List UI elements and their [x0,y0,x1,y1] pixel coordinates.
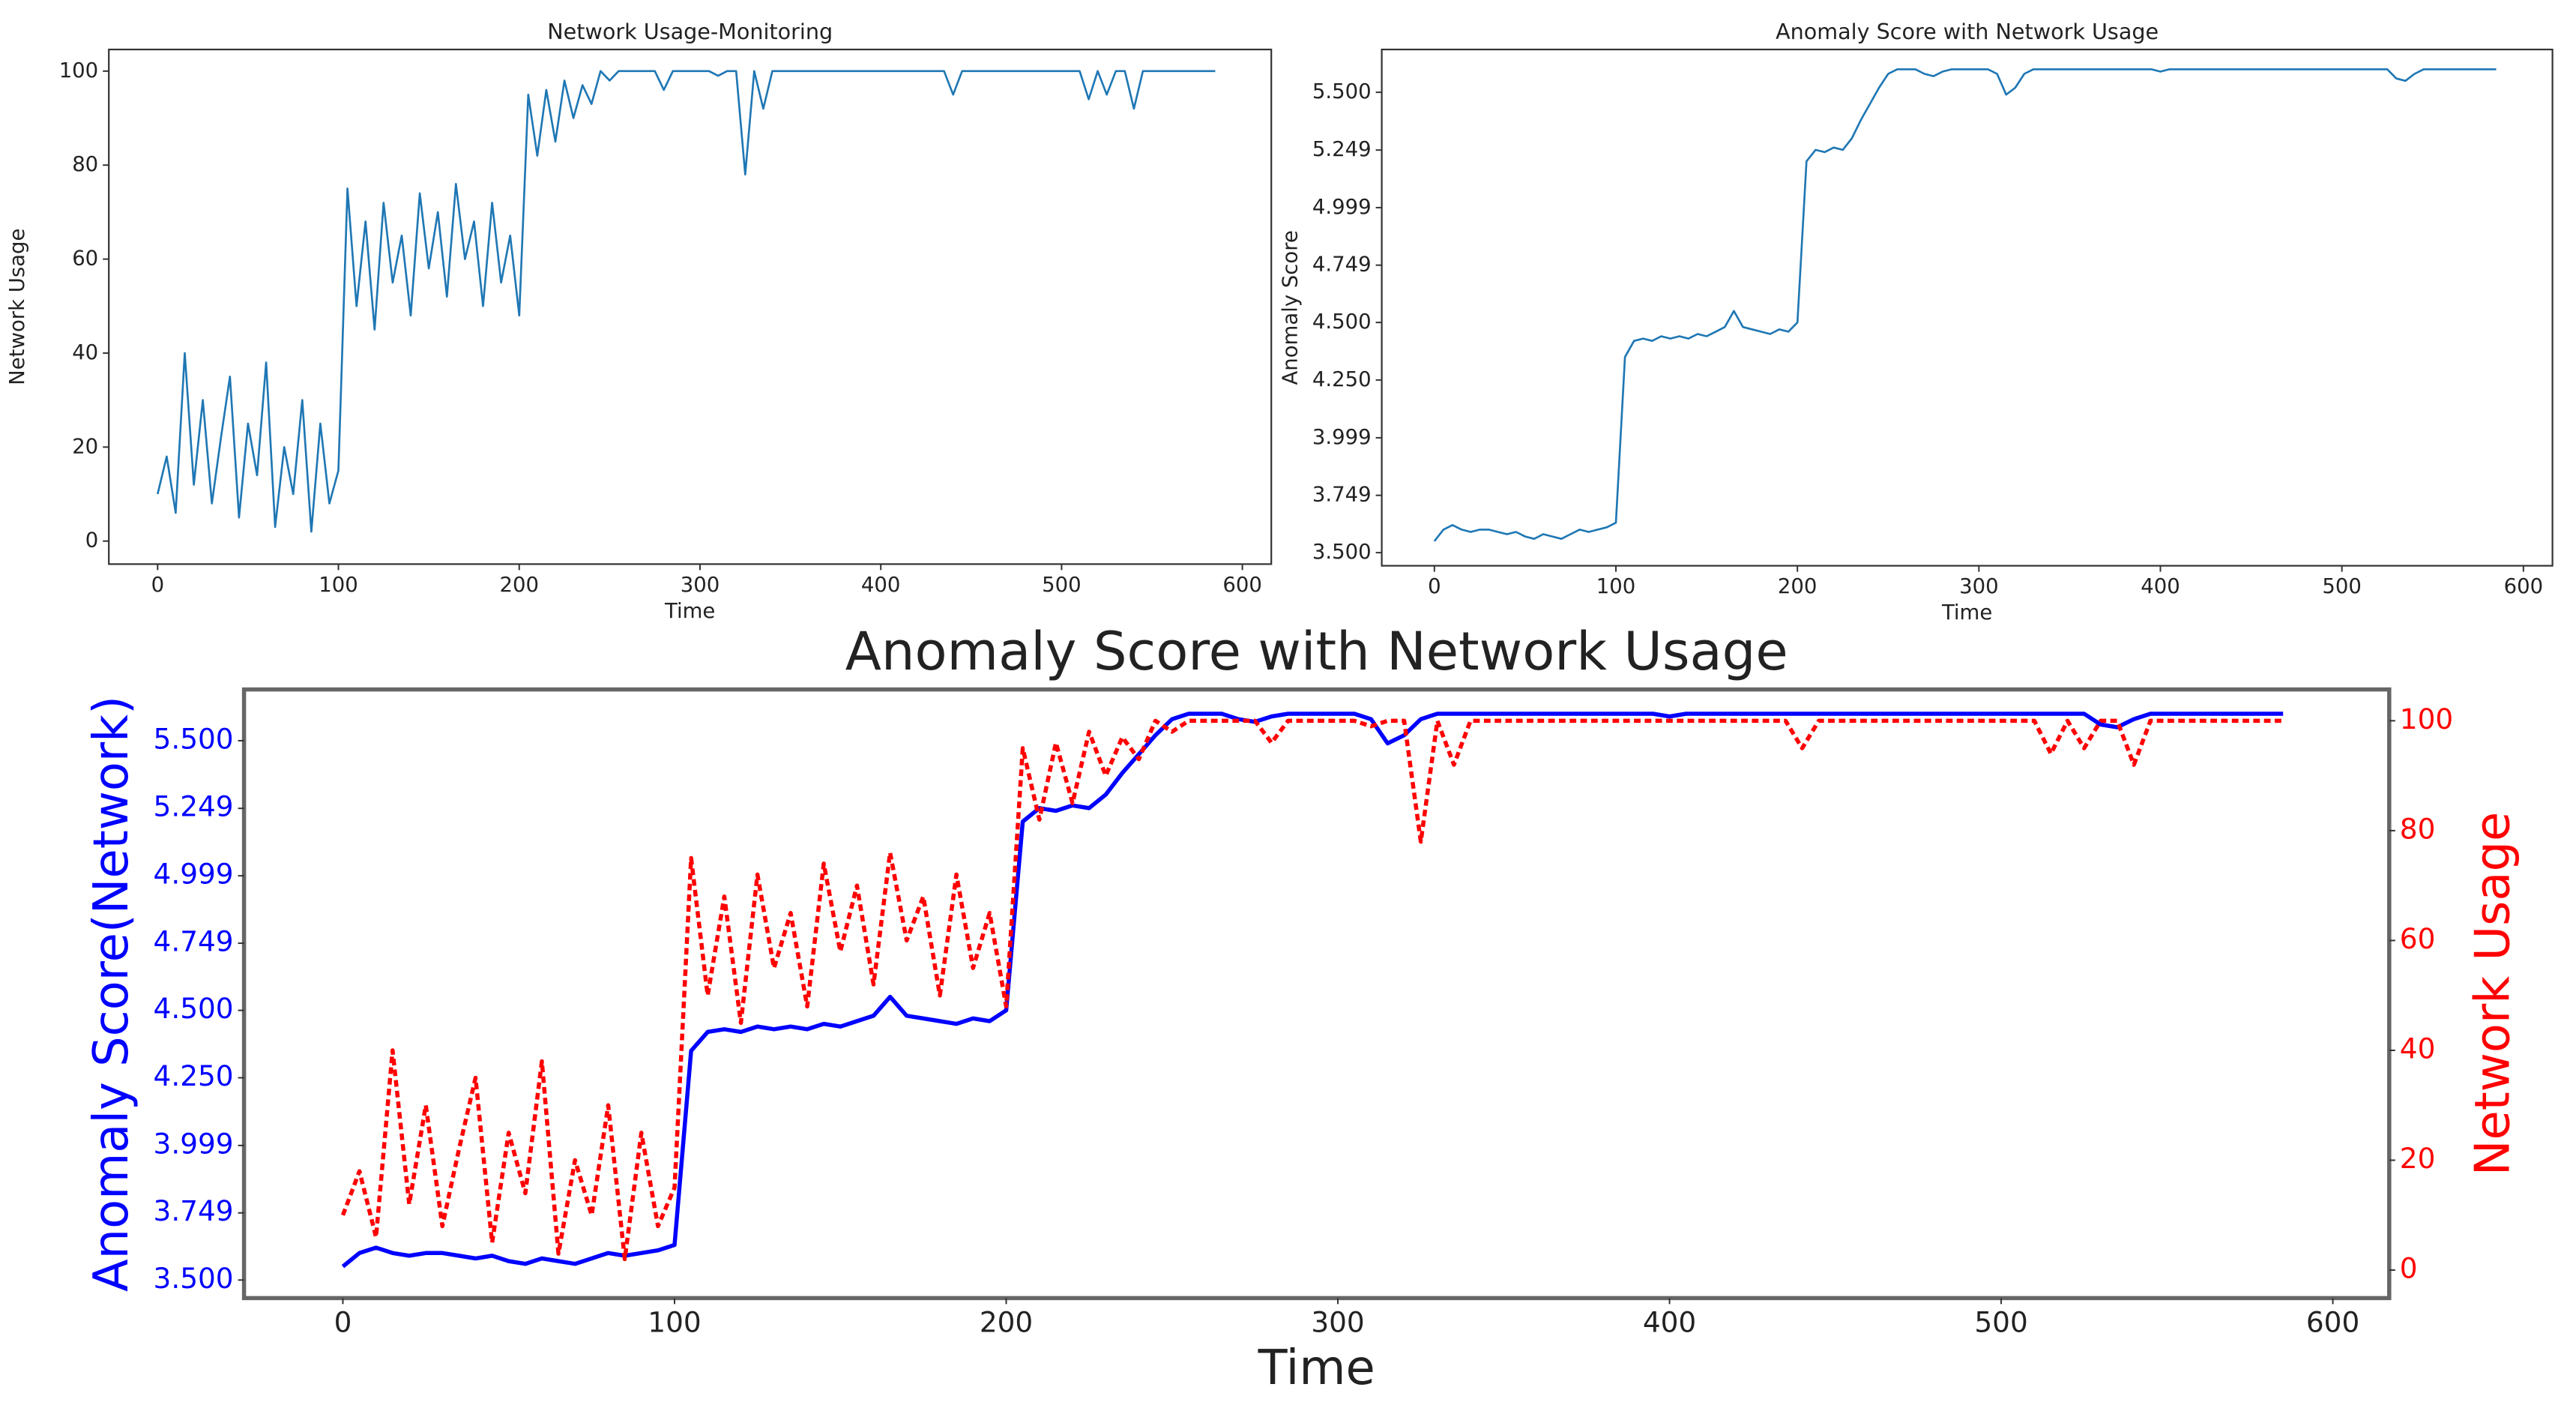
y-tick-label: 3.500 [154,1262,234,1295]
data-line [1433,68,2497,542]
chart-title: Anomaly Score with Network Usage [845,621,1788,682]
data-line [340,718,2284,1262]
y2-tick-label: 80 [2400,812,2436,845]
x-tick-label: 300 [1959,574,1999,598]
x-tick-label: 200 [980,1305,1033,1338]
y-tick-label: 4.999 [1312,195,1372,219]
y2-tick-label: 40 [2400,1032,2436,1065]
y-tick-label: 4.749 [1312,253,1372,277]
x-tick-label: 400 [1643,1305,1696,1338]
y-tick-label: 3.749 [154,1194,234,1227]
x-tick-label: 300 [1311,1305,1364,1338]
x-axis-label: Time [664,599,715,623]
y-tick-label: 3.999 [1312,425,1372,449]
x-tick-label: 600 [1222,573,1262,597]
x-tick-label: 200 [1778,574,1818,598]
data-line [341,712,2284,1269]
x-tick-label: 500 [1974,1305,2027,1338]
x-tick-label: 100 [648,1305,701,1338]
y-tick-label: 5.249 [154,790,234,823]
y-tick-label: 40 [72,340,98,364]
y-tick-label: 4.250 [154,1059,234,1092]
y-axis-label: Network Usage [5,229,29,385]
y-axis-label: Anomaly Score [1278,230,1302,385]
x-axis-label: Time [1258,1341,1375,1396]
chart-title: Network Usage-Monitoring [547,19,833,44]
y-tick-label: 4.500 [1312,310,1372,334]
y-tick-label: 5.500 [154,722,234,755]
y-tick-label: 80 [72,152,98,176]
y2-tick-label: 60 [2400,922,2436,955]
x-tick-label: 0 [151,573,165,597]
y-tick-label: 3.749 [1312,483,1372,507]
y-tick-label: 4.749 [154,925,234,958]
plot-frame [241,687,2392,1301]
plot-frame [1381,48,2554,567]
y-tick-label: 4.250 [1312,367,1372,391]
x-tick-label: 100 [319,573,358,597]
y-tick-label: 0 [85,529,99,553]
x-tick-label: 500 [1042,573,1082,597]
x-tick-label: 200 [500,573,540,597]
x-tick-label: 0 [1428,574,1441,598]
y-tick-label: 4.999 [154,858,234,891]
plot-frame [108,48,1273,565]
y2-tick-label: 0 [2400,1252,2418,1285]
x-tick-label: 300 [681,573,720,597]
y2-tick-label: 100 [2400,703,2453,735]
x-tick-label: 400 [861,573,901,597]
chart-title: Anomaly Score with Network Usage [1776,19,2159,44]
x-axis-label: Time [1941,601,1992,625]
y-tick-label: 3.500 [1312,540,1372,564]
y-tick-label: 5.500 [1312,79,1372,103]
x-tick-label: 100 [1596,574,1636,598]
y-tick-label: 60 [72,247,98,271]
y2-tick-label: 20 [2400,1142,2436,1175]
x-tick-label: 600 [2504,574,2544,598]
y-tick-label: 100 [59,58,99,82]
y-tick-label: 5.249 [1312,137,1372,161]
x-tick-label: 600 [2306,1305,2359,1338]
y2-axis-label: Network Usage [2465,812,2521,1176]
x-tick-label: 0 [334,1305,352,1338]
data-line [157,70,1216,533]
x-tick-label: 400 [2141,574,2180,598]
x-tick-label: 500 [2322,574,2362,598]
y-axis-label: Anomaly Score(Network) [84,696,139,1292]
y-tick-label: 4.500 [154,992,234,1025]
y-tick-label: 20 [72,434,98,458]
y-tick-label: 3.999 [154,1127,234,1160]
